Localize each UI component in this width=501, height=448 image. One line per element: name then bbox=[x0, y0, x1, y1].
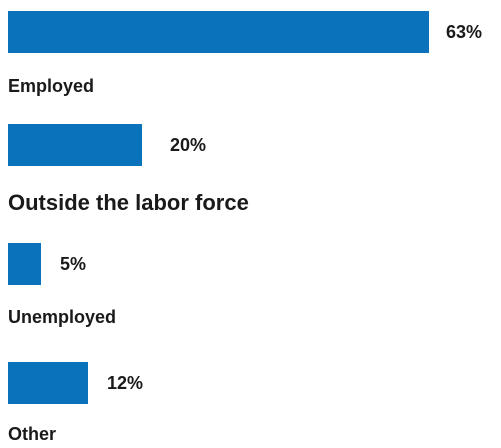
category-label: Outside the labor force bbox=[8, 190, 249, 215]
value-label: 63% bbox=[446, 22, 483, 42]
category-label: Employed bbox=[8, 76, 95, 96]
value-label: 5% bbox=[60, 254, 87, 274]
category-label: Other bbox=[8, 424, 57, 444]
value-label: 20% bbox=[170, 135, 207, 155]
bar-unemployed bbox=[8, 243, 41, 285]
bar-other bbox=[8, 362, 88, 404]
bar-employed bbox=[8, 11, 429, 53]
bar-outside-the-labor-force bbox=[8, 124, 142, 166]
value-label: 12% bbox=[107, 373, 144, 393]
category-label: Unemployed bbox=[8, 307, 117, 327]
